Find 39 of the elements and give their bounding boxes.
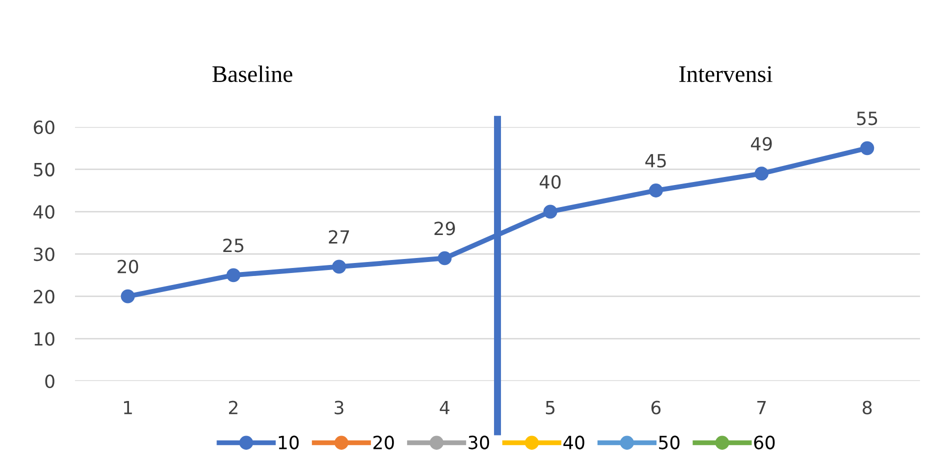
point [648,184,663,198]
point [860,141,874,156]
x-tick-label: 2 [229,400,238,414]
legend-label: 60 [754,436,775,450]
x-tick-label: 8 [862,400,872,414]
x-tick-label: 7 [757,401,766,414]
data-label: 55 [857,112,878,126]
point [754,166,769,181]
y-tick-label: 40 [33,205,54,219]
data-label: 27 [328,230,350,244]
data-label: 20 [118,260,138,274]
y-tick-label: 10 [34,332,54,346]
x-tick-label: 4 [440,401,450,414]
legend-label: 40 [563,436,584,450]
y-tick-label: 30 [34,247,54,262]
data-label: 29 [434,222,455,236]
x-tick-label: 3 [334,400,344,414]
point [332,260,346,274]
legend-label: 50 [659,436,680,450]
point [543,204,558,219]
x-tick-label: 5 [546,401,554,414]
data-label: 40 [540,175,561,189]
y-tick-label: 50 [34,162,54,176]
data-label: 49 [750,136,772,151]
point [226,268,240,282]
point [438,251,452,266]
text: Intervensi [679,66,772,82]
x-tick-label: 1 [124,401,132,414]
data-label: 25 [223,238,244,252]
legend-label: 30 [468,436,490,450]
text: Baseline [212,65,292,82]
data-label: 45 [645,154,666,168]
legend-label: 20 [373,436,394,450]
x-tick-label: 6 [651,400,661,414]
point [120,289,135,304]
y-tick-label: 0 [45,374,54,388]
y-tick-label: 20 [34,290,54,304]
y-tick-label: 60 [34,120,54,134]
legend-label: 10 [278,436,299,450]
